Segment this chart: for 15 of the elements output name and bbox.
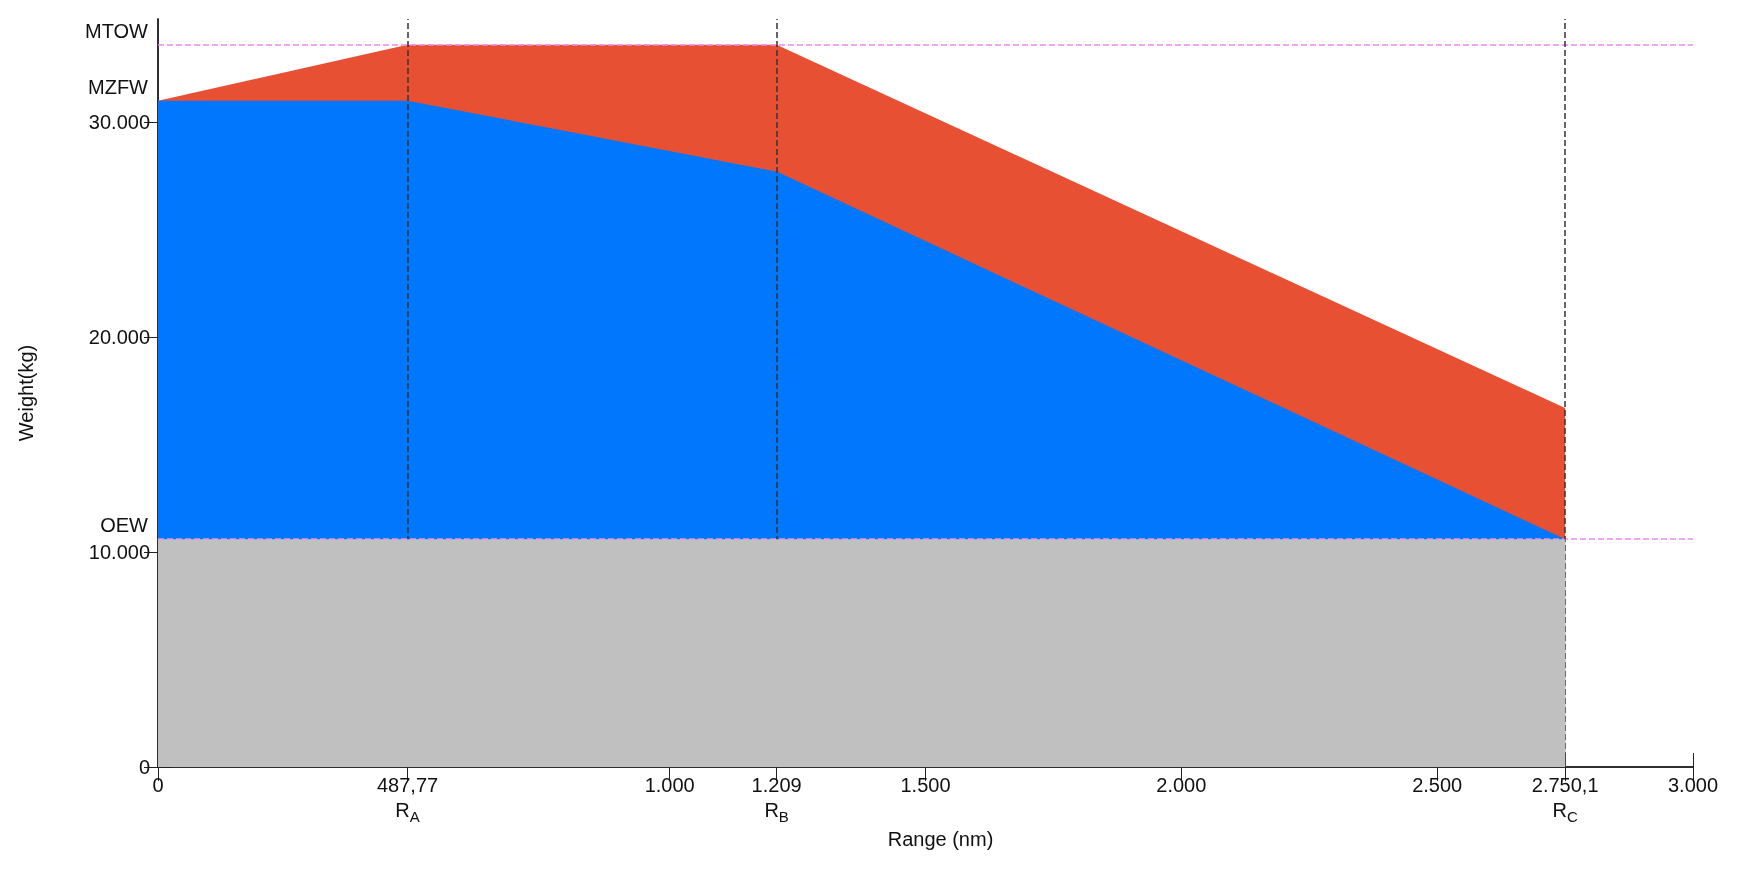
- y-tick-label: 10.000: [88, 541, 150, 564]
- x-tick-label: 0: [152, 774, 164, 796]
- x-tick-label: 1.500: [900, 774, 951, 796]
- x-axis-title: Range (nm): [887, 827, 994, 850]
- annotation: MZFW: [88, 75, 149, 98]
- x-tick-label: 2.000: [1156, 774, 1207, 796]
- y-tick-label: 30.000: [88, 111, 150, 134]
- ref-line-label: MTOW: [85, 19, 149, 42]
- y-tick-label: 20.000: [88, 326, 150, 349]
- x-tick-label: 2.500: [1412, 774, 1463, 796]
- ref-line-label: OEW: [100, 514, 149, 537]
- x-tick-label: 1.000: [644, 774, 695, 796]
- y-axis-title: Weight(kg): [15, 344, 37, 442]
- y-tick-label: 0: [138, 756, 150, 778]
- x-tick-label: 3.000: [1667, 774, 1719, 796]
